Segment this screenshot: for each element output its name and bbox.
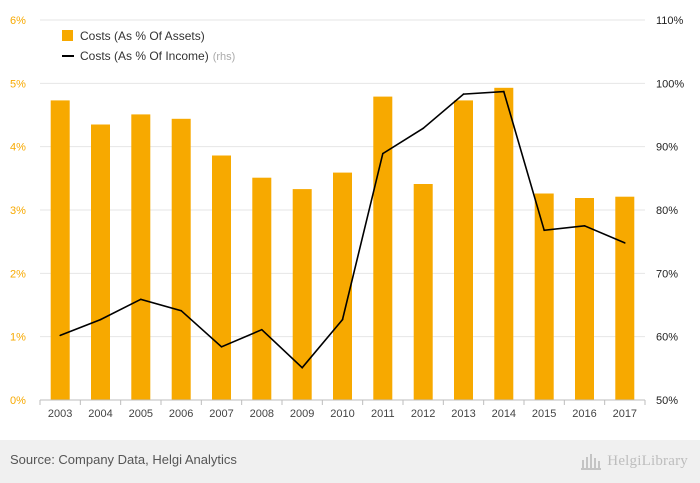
bar [373, 96, 393, 400]
line-point [422, 127, 425, 130]
x-tick-label: 2016 [572, 408, 596, 420]
bar [212, 155, 231, 400]
y-left-tick-label: 5% [10, 78, 26, 90]
x-tick-label: 2010 [330, 408, 354, 420]
bar [333, 172, 352, 400]
line-point [140, 298, 142, 301]
line-point [624, 242, 626, 244]
line-point [220, 346, 223, 348]
y-left-tick-label: 4% [10, 142, 26, 154]
y-right-tick-label: 90% [656, 142, 678, 154]
legend-swatch-bars [62, 30, 73, 41]
y-right-tick-label: 110% [656, 15, 684, 27]
x-tick-label: 2014 [492, 408, 516, 420]
line-point [261, 328, 263, 331]
line-point [341, 318, 344, 321]
line-point [583, 225, 586, 227]
bar [91, 124, 110, 400]
legend-label-line: Costs (As % Of Income) [80, 49, 209, 63]
bar [534, 193, 554, 400]
source-note: Source: Company Data, Helgi Analytics [10, 452, 237, 467]
bar [131, 114, 151, 401]
bar [494, 87, 514, 401]
bar-series [50, 87, 635, 401]
x-tick-label: 2009 [290, 408, 314, 420]
legend-label-rhs: (rhs) [213, 51, 236, 63]
logo-wordmark: HelgiLibrary [607, 452, 688, 469]
x-tick-label: 2015 [532, 408, 556, 420]
line-point [503, 90, 505, 93]
y-right-tick-label: 80% [656, 205, 678, 217]
x-tick-label: 2005 [129, 408, 153, 420]
line-point [543, 229, 545, 232]
bar [413, 184, 433, 400]
bar [615, 196, 635, 400]
x-tick-label: 2007 [209, 408, 233, 420]
x-tick-label: 2003 [48, 408, 72, 420]
bar [292, 189, 312, 400]
legend: Costs (As % Of Assets) Costs (As % Of Inc… [62, 29, 235, 63]
x-tick-label: 2008 [250, 408, 274, 420]
y-left-tick-label: 3% [10, 205, 26, 217]
x-tick-label: 2006 [169, 408, 193, 420]
legend-label-bars: Costs (As % Of Assets) [80, 29, 205, 43]
x-tick-label: 2017 [613, 408, 637, 420]
footer-bar: Source: Company Data, Helgi Analytics He… [0, 440, 700, 483]
x-tick-label: 2004 [88, 408, 112, 420]
library-building-icon [580, 451, 602, 471]
line-point [59, 334, 61, 337]
y-right-tick-label: 50% [656, 395, 678, 407]
helgi-library-logo: HelgiLibrary [580, 449, 688, 473]
line-point [99, 318, 102, 321]
axes: 0% 1% 2% 3% 4% 5% 6% 50% 60% 70% 80% 90% 100% 110% 200… [10, 15, 684, 420]
x-tick-label: 2012 [411, 408, 435, 420]
bar [454, 100, 473, 401]
line-point [180, 309, 182, 312]
x-tick-label: 2013 [451, 408, 475, 420]
line-point [301, 366, 304, 369]
y-right-tick-label: 100% [656, 78, 684, 90]
y-right-tick-label: 60% [656, 332, 678, 344]
y-left-tick-label: 0% [10, 395, 26, 407]
x-tick-label: 2011 [371, 408, 395, 420]
y-left-tick-label: 1% [10, 332, 26, 344]
bar [50, 100, 70, 401]
line-series [59, 90, 626, 369]
line-point [462, 93, 465, 95]
bar [252, 177, 272, 400]
y-right-tick-label: 70% [656, 268, 678, 280]
line-point [382, 152, 384, 155]
y-left-tick-label: 2% [10, 268, 26, 280]
bar [171, 118, 191, 401]
y-left-tick-label: 6% [10, 15, 26, 27]
bar [575, 198, 594, 400]
